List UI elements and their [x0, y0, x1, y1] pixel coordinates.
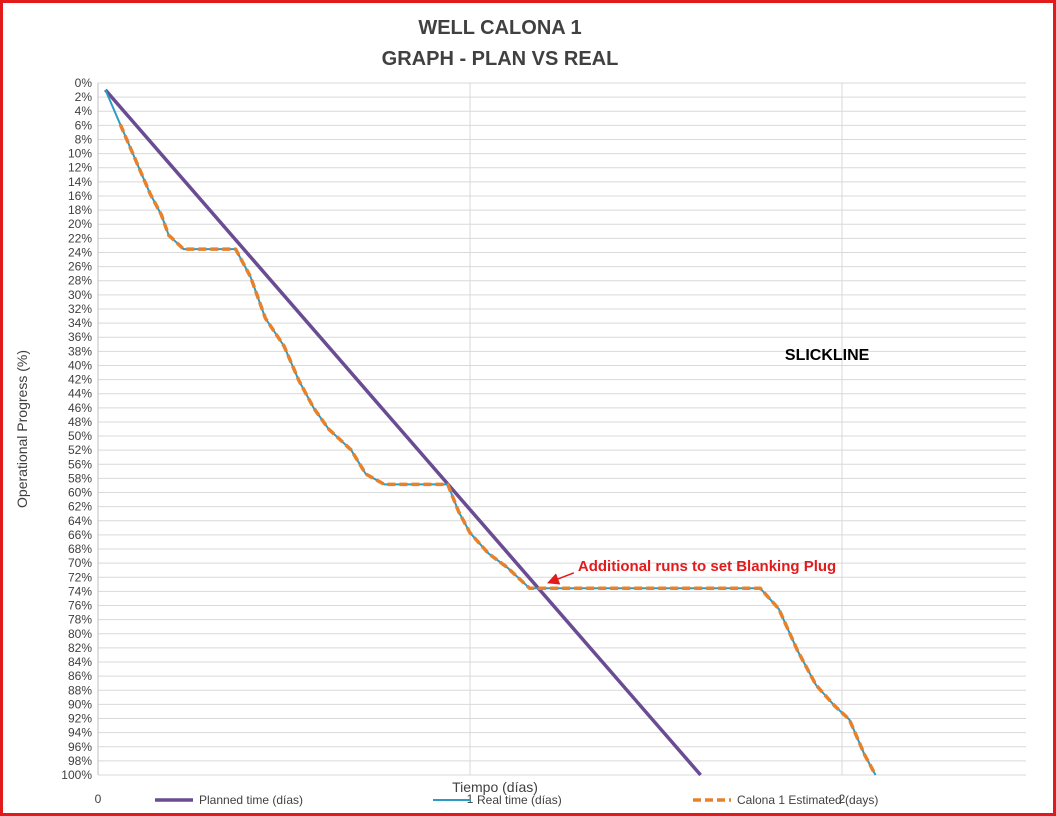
y-tick-label: 74% [68, 584, 92, 598]
legend-label-0: Planned time (días) [199, 793, 303, 807]
annotation-blanking-plug: Additional runs to set Blanking Plug [578, 558, 836, 575]
y-tick-label: 0% [75, 76, 93, 90]
series-line-1 [104, 89, 877, 776]
y-tick-label: 96% [68, 740, 92, 754]
y-tick-label: 100% [61, 768, 92, 782]
series-line-0 [104, 88, 702, 777]
y-tick-label: 22% [68, 231, 92, 245]
y-tick-label: 56% [68, 457, 92, 471]
y-tick-label: 38% [68, 344, 92, 358]
y-tick-label: 66% [68, 528, 92, 542]
y-tick-label: 18% [68, 203, 92, 217]
y-axis-ticks: 0%2%4%6%8%10%12%14%16%18%20%22%24%26%28%… [61, 76, 92, 782]
y-tick-label: 24% [68, 245, 92, 259]
y-tick-label: 76% [68, 599, 92, 613]
y-tick-label: 46% [68, 401, 92, 415]
y-tick-label: 12% [68, 161, 92, 175]
annotation-slickline: SLICKLINE [785, 347, 870, 364]
y-tick-label: 26% [68, 260, 92, 274]
y-tick-label: 70% [68, 556, 92, 570]
y-tick-label: 88% [68, 683, 92, 697]
y-tick-label: 60% [68, 486, 92, 500]
y-tick-label: 34% [68, 316, 92, 330]
y-tick-label: 52% [68, 443, 92, 457]
y-tick-label: 10% [68, 147, 92, 161]
annotations: SLICKLINE Additional runs to set Blanking… [547, 347, 870, 585]
y-tick-label: 90% [68, 697, 92, 711]
y-tick-label: 50% [68, 429, 92, 443]
legend-label-2: Calona 1 Estimated (days) [737, 793, 878, 807]
y-axis-label: Operational Progress (%) [14, 350, 30, 508]
y-tick-label: 40% [68, 358, 92, 372]
y-tick-label: 48% [68, 415, 92, 429]
chart-title: WELL CALONA 1 [418, 17, 581, 39]
y-tick-label: 4% [75, 104, 93, 118]
x-tick-label: 0 [95, 792, 102, 806]
y-tick-label: 42% [68, 373, 92, 387]
y-tick-label: 30% [68, 288, 92, 302]
y-tick-label: 86% [68, 669, 92, 683]
legend-label-1: Real time (días) [477, 793, 562, 807]
y-tick-label: 20% [68, 217, 92, 231]
y-tick-label: 44% [68, 387, 92, 401]
y-tick-label: 78% [68, 613, 92, 627]
y-tick-label: 94% [68, 726, 92, 740]
y-tick-label: 6% [75, 118, 93, 132]
y-tick-label: 16% [68, 189, 92, 203]
chart-subtitle: GRAPH - PLAN VS REAL [382, 48, 619, 70]
y-tick-label: 92% [68, 712, 92, 726]
y-tick-label: 72% [68, 570, 92, 584]
annotation-arrow [547, 572, 575, 585]
x-axis-label: Tiempo (días) [452, 779, 538, 795]
y-tick-label: 62% [68, 500, 92, 514]
legend: Planned time (días) Real time (días) Calon… [155, 793, 878, 807]
grid [97, 82, 1026, 776]
y-tick-label: 80% [68, 627, 92, 641]
series-layer [104, 88, 878, 777]
y-tick-label: 82% [68, 641, 92, 655]
x-tick-label: 2 [839, 792, 846, 806]
y-tick-label: 8% [75, 132, 93, 146]
series-line-2 [118, 123, 878, 776]
y-tick-label: 2% [75, 90, 93, 104]
y-tick-label: 36% [68, 330, 92, 344]
y-tick-label: 14% [68, 175, 92, 189]
chart-svg: WELL CALONA 1 GRAPH - PLAN VS REAL 0%2%4… [14, 17, 1026, 807]
y-tick-label: 28% [68, 274, 92, 288]
y-tick-label: 58% [68, 471, 92, 485]
y-tick-label: 98% [68, 754, 92, 768]
y-tick-label: 84% [68, 655, 92, 669]
y-tick-label: 68% [68, 542, 92, 556]
y-tick-label: 64% [68, 514, 92, 528]
y-tick-label: 32% [68, 302, 92, 316]
